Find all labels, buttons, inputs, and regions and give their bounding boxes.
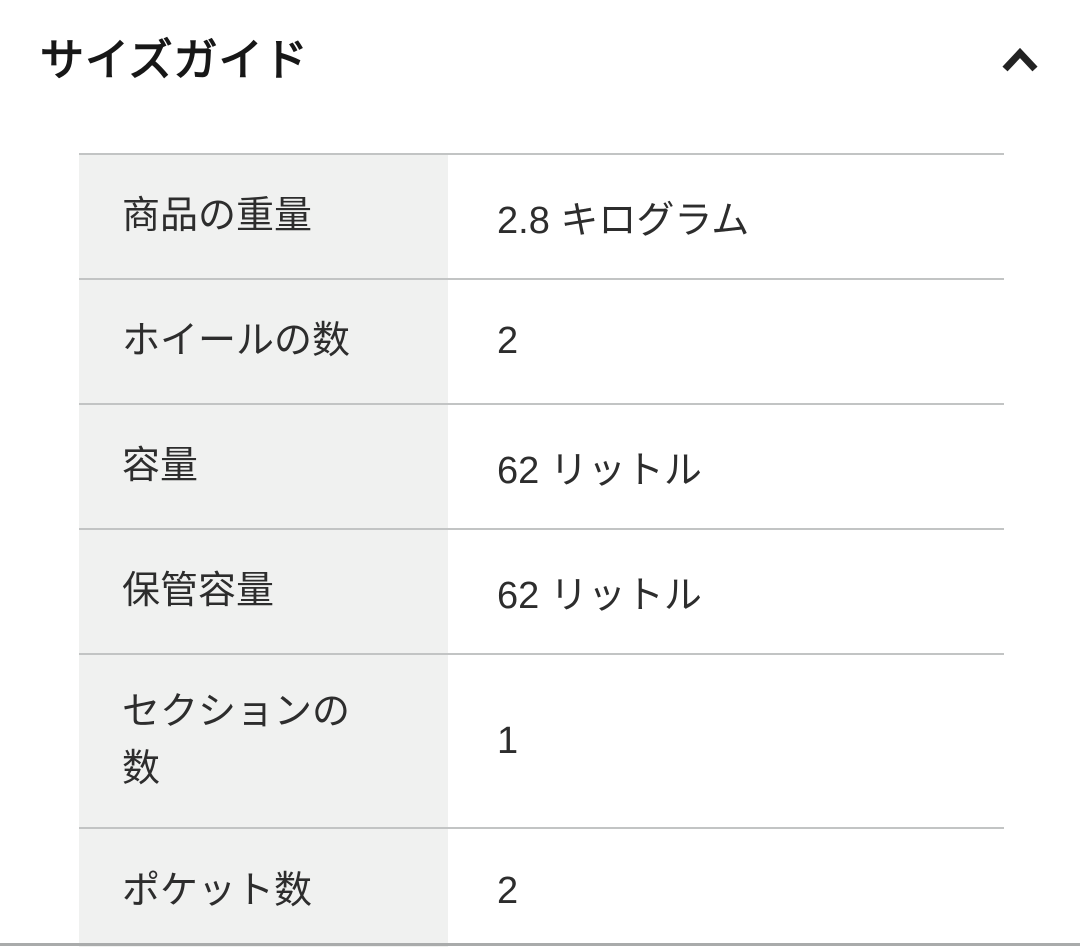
- spec-label-cell: 商品の重量: [79, 155, 448, 278]
- chevron-up-icon: [1001, 47, 1039, 76]
- size-guide-accordion-header[interactable]: サイズガイド: [40, 30, 1040, 92]
- spec-value-cell: 1: [448, 655, 1004, 827]
- table-row: セクションの数 1: [79, 655, 1004, 829]
- table-row: ホイールの数 2: [79, 280, 1004, 405]
- table-row: 保管容量 62 リットル: [79, 530, 1004, 655]
- bottom-section-divider: [0, 943, 1080, 946]
- section-title: サイズガイド: [40, 35, 309, 85]
- table-row: ポケット数 2: [79, 829, 1004, 947]
- spec-label-cell: セクションの数: [79, 655, 448, 827]
- spec-label-cell: ホイールの数: [79, 280, 448, 403]
- size-guide-table: 商品の重量 2.8 キログラム ホイールの数 2 容量 62 リットル 保管容量…: [79, 153, 1004, 947]
- table-row: 容量 62 リットル: [79, 405, 1004, 530]
- spec-label-cell: 保管容量: [79, 530, 448, 653]
- spec-value-cell: 2: [448, 829, 1004, 947]
- spec-value-cell: 62 リットル: [448, 530, 1004, 653]
- table-row: 商品の重量 2.8 キログラム: [79, 155, 1004, 280]
- spec-value-cell: 62 リットル: [448, 405, 1004, 528]
- spec-value-cell: 2.8 キログラム: [448, 155, 1004, 278]
- spec-label-cell: 容量: [79, 405, 448, 528]
- spec-value-cell: 2: [448, 280, 1004, 403]
- spec-label-cell: ポケット数: [79, 829, 448, 947]
- collapse-section-button[interactable]: [996, 37, 1044, 85]
